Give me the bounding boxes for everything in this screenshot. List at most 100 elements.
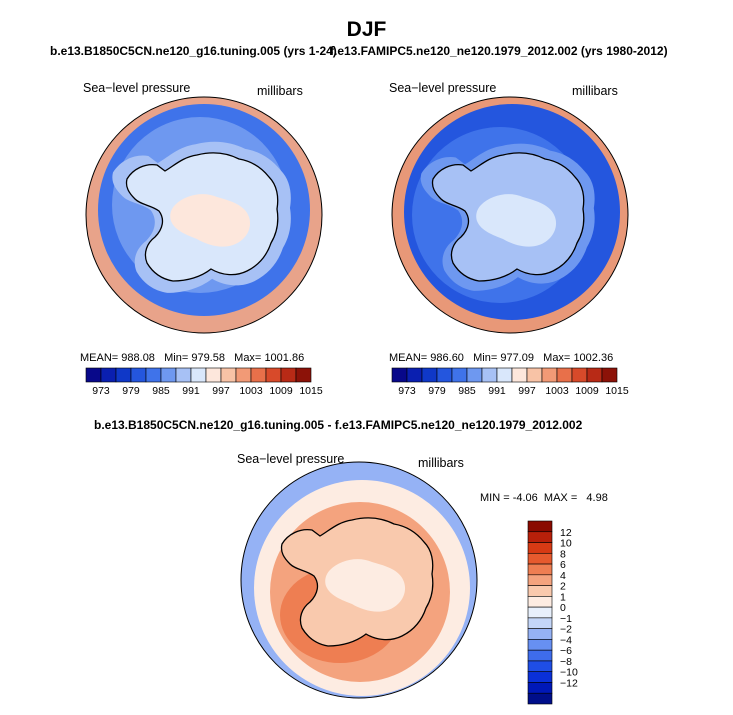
diff-colorbar-swatch — [527, 563, 553, 576]
diff-min-label: MIN = — [480, 492, 510, 504]
right-colorbar-tick-label: 1015 — [605, 385, 629, 397]
left-colorbar-tick-label: 1003 — [239, 385, 263, 397]
left-max-label: Max= — [234, 352, 262, 364]
right-colorbar-swatch — [406, 367, 423, 383]
diff-colorbar-tick-label: 0 — [560, 602, 566, 614]
right-colorbar-swatch — [451, 367, 468, 383]
left-colorbar-swatch — [295, 367, 312, 383]
left-colorbar-swatch — [130, 367, 147, 383]
diff-colorbar-tick-label: −10 — [560, 667, 578, 679]
right-min-value: 977.09 — [500, 352, 534, 364]
left-stats: MEAN= 988.08 Min= 979.58 Max= 1001.86 — [80, 352, 304, 364]
right-colorbar-tick-label: 991 — [488, 385, 506, 397]
right-panel-title: f.e13.FAMIPC5.ne120_ne120.1979_2012.002 … — [330, 44, 668, 58]
diff-colorbar-tick-label: 8 — [560, 548, 566, 560]
diff-colorbar-tick-label: −4 — [560, 634, 572, 646]
right-colorbar-swatch — [601, 367, 618, 383]
left-colorbar-swatch — [235, 367, 252, 383]
left-colorbar-swatch — [280, 367, 297, 383]
right-colorbar: 973 979 985 991 997 1003 1009 1015 — [391, 367, 629, 397]
right-colorbar-swatch — [586, 367, 603, 383]
left-panel-title: b.e13.B1850C5CN.ne120_g16.tuning.005 (yr… — [50, 44, 337, 58]
diff-colorbar-tick-label: −1 — [560, 613, 572, 625]
right-colorbar-swatch — [496, 367, 513, 383]
diff-colorbar-swatch — [527, 520, 553, 533]
right-colorbar-swatch — [556, 367, 573, 383]
diff-colorbar-tick-label: 6 — [560, 559, 566, 571]
left-min-value: 979.58 — [191, 352, 225, 364]
diff-map-border — [240, 461, 478, 699]
left-colorbar-tick-label: 997 — [212, 385, 230, 397]
diff-colorbar-swatch — [527, 596, 553, 608]
right-colorbar-tick-label: 985 — [458, 385, 476, 397]
diff-colorbar-swatch — [527, 671, 553, 683]
right-colorbar-swatch — [391, 367, 408, 383]
left-mean-value: 988.08 — [121, 352, 155, 364]
right-map — [391, 96, 629, 334]
left-colorbar-tick-label: 979 — [122, 385, 140, 397]
right-colorbar-swatch — [466, 367, 483, 383]
left-colorbar-tick-label: 973 — [92, 385, 110, 397]
left-map — [85, 96, 323, 334]
diff-panel-title: b.e13.B1850C5CN.ne120_g16.tuning.005 - f… — [94, 418, 583, 432]
right-colorbar-swatch — [481, 367, 498, 383]
right-colorbar-swatch — [526, 367, 543, 383]
left-colorbar-tick-label: 1009 — [269, 385, 293, 397]
diff-colorbar-swatch — [527, 542, 553, 554]
right-colorbar-tick-label: 997 — [518, 385, 536, 397]
page-title: DJF — [346, 18, 387, 41]
diff-colorbar-tick-label: −2 — [560, 624, 572, 636]
left-colorbar-tick-label: 1015 — [299, 385, 323, 397]
diff-colorbar-swatch — [527, 660, 553, 673]
right-colorbar-tick-label: 1009 — [575, 385, 599, 397]
left-colorbar: 973 979 985 991 997 1003 1009 1015 — [85, 367, 323, 397]
right-field-label: Sea−level pressure — [389, 81, 497, 95]
diff-colorbar-tick-label: −6 — [560, 645, 572, 657]
diff-colorbar-swatch — [527, 617, 553, 629]
right-mean-value: 986.60 — [430, 352, 464, 364]
right-colorbar-swatch — [571, 367, 588, 383]
diff-min-value: -4.06 — [512, 492, 538, 504]
left-field-label: Sea−level pressure — [83, 81, 191, 95]
diff-colorbar-tick-label: 1 — [560, 591, 566, 603]
right-mean-label: MEAN= — [389, 352, 428, 364]
left-colorbar-swatch — [160, 367, 177, 383]
right-colorbar-tick-label: 979 — [428, 385, 446, 397]
left-colorbar-swatch — [100, 367, 117, 383]
left-colorbar-tick-label: 991 — [182, 385, 200, 397]
diff-map — [240, 461, 478, 699]
right-colorbar-swatch — [541, 367, 558, 383]
left-colorbar-swatch — [250, 367, 267, 383]
left-units-label: millibars — [257, 84, 303, 98]
diff-colorbar-swatch — [527, 606, 553, 619]
diff-colorbar-tick-label: 4 — [560, 570, 566, 582]
diff-max-value: 4.98 — [586, 492, 608, 504]
diff-colorbar-tick-label: −8 — [560, 656, 572, 668]
diff-field-label: Sea−level pressure — [237, 452, 345, 466]
right-colorbar-tick-label: 973 — [398, 385, 416, 397]
right-map-border — [391, 96, 629, 334]
left-colorbar-swatch — [115, 367, 132, 383]
diff-colorbar-tick-label: 2 — [560, 581, 566, 593]
right-stats: MEAN= 986.60 Min= 977.09 Max= 1002.36 — [389, 352, 613, 364]
diff-colorbar-swatch — [527, 692, 553, 705]
right-colorbar-swatch — [436, 367, 453, 383]
right-colorbar-swatch — [421, 367, 438, 383]
left-colorbar-swatch — [85, 367, 102, 383]
right-max-label: Max= — [543, 352, 571, 364]
diff-colorbar-swatch — [527, 531, 553, 543]
left-colorbar-tick-label: 985 — [152, 385, 170, 397]
left-mean-label: MEAN= — [80, 352, 119, 364]
diff-colorbar-swatch — [527, 552, 553, 565]
diff-colorbar-swatch — [527, 682, 553, 694]
left-colorbar-swatch — [265, 367, 282, 383]
left-colorbar-swatch — [205, 367, 222, 383]
left-map-border — [85, 96, 323, 334]
diff-units-label: millibars — [418, 456, 464, 470]
diff-colorbar-swatch — [527, 639, 553, 651]
right-min-label: Min= — [473, 352, 498, 364]
diff-colorbar-tick-label: −12 — [560, 677, 578, 689]
left-colorbar-swatch — [175, 367, 192, 383]
